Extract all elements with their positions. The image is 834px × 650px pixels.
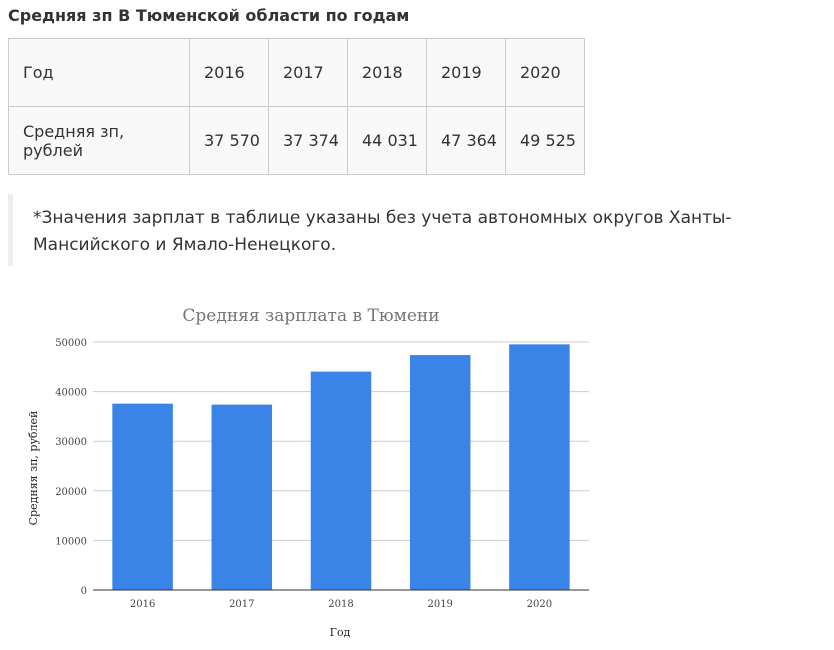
table-value-cell: 47 364 xyxy=(426,106,506,175)
bar-2020 xyxy=(509,344,570,590)
table-row-salaries: Средняя зп, рублей 37 570 37 374 44 031 … xyxy=(8,106,585,175)
table-year-cell: 2017 xyxy=(268,38,348,107)
x-tick-label: 2020 xyxy=(527,599,552,610)
salary-table: Год 2016 2017 2018 2019 2020 Средняя зп,… xyxy=(8,38,585,175)
x-tick-label: 2019 xyxy=(427,599,452,610)
table-year-cell: 2016 xyxy=(189,38,269,107)
table-row-years: Год 2016 2017 2018 2019 2020 xyxy=(8,38,585,107)
table-year-cell: 2019 xyxy=(426,38,506,107)
x-tick-label: 2018 xyxy=(328,599,353,610)
table-value-cell: 37 570 xyxy=(189,106,269,175)
bar-2019 xyxy=(409,355,471,590)
chart-title: Средняя зарплата в Тюмени xyxy=(182,306,439,326)
x-tick-label: 2017 xyxy=(229,599,254,610)
table-value-cell: 49 525 xyxy=(505,106,585,175)
y-tick-label: 0 xyxy=(81,586,87,597)
table-year-cell: 2018 xyxy=(347,38,427,107)
x-axis-title: Год xyxy=(330,626,351,639)
y-tick-label: 40000 xyxy=(55,388,87,399)
y-tick-label: 20000 xyxy=(55,487,87,498)
y-axis-title: Средняя зп, рублей xyxy=(27,411,40,526)
bar-2016 xyxy=(112,403,173,590)
table-row-label: Средняя зп, рублей xyxy=(8,106,190,175)
y-tick-label: 10000 xyxy=(55,536,87,547)
bar-2017 xyxy=(211,404,273,590)
y-tick-label: 50000 xyxy=(55,338,87,349)
footnote: *Значения зарплат в таблице указаны без … xyxy=(8,194,834,266)
page-heading: Средняя зп В Тюменской области по годам xyxy=(8,6,410,25)
bar-2018 xyxy=(310,371,372,590)
y-tick-label: 30000 xyxy=(55,437,87,448)
table-value-cell: 37 374 xyxy=(268,106,348,175)
x-tick-label: 2016 xyxy=(130,599,155,610)
table-value-cell: 44 031 xyxy=(347,106,427,175)
